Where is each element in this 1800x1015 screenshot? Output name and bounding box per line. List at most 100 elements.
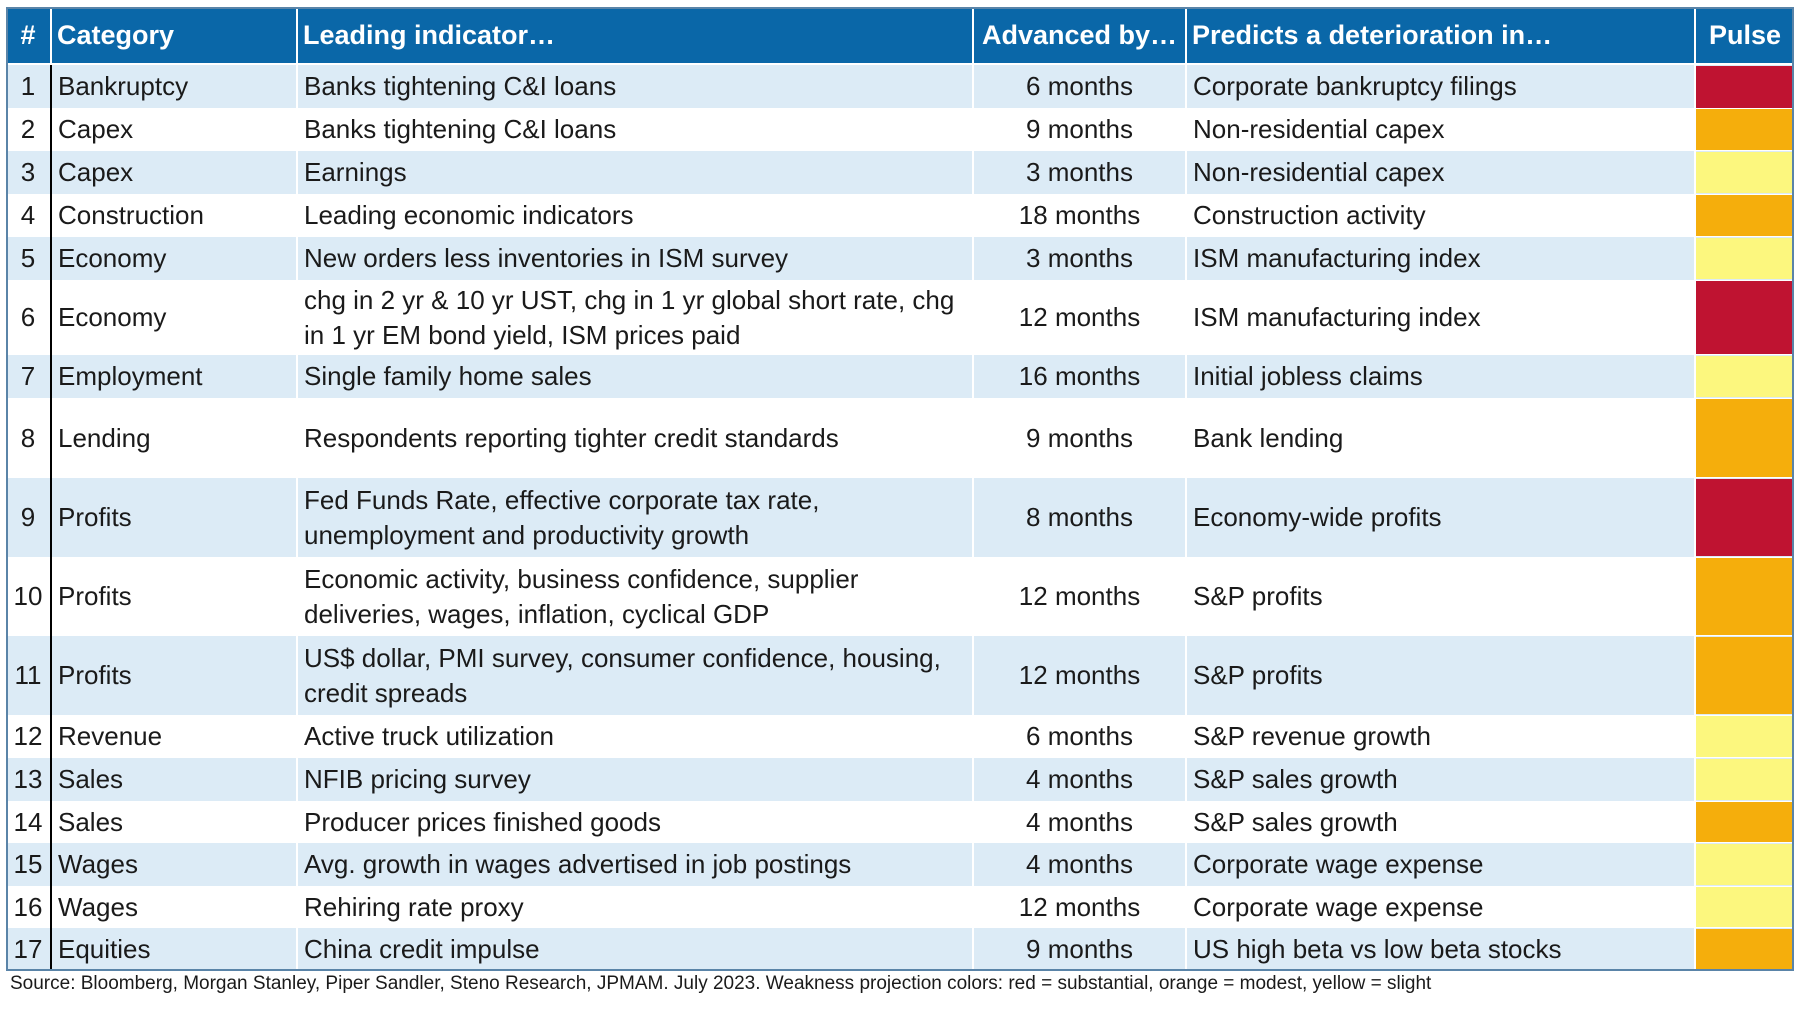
row-advanced-by: 3 months bbox=[972, 151, 1187, 194]
row-predicts: Bank lending bbox=[1185, 398, 1696, 478]
row-predicts: S&P sales growth bbox=[1185, 801, 1696, 843]
row-predicts: S&P profits bbox=[1185, 636, 1696, 715]
row-category: Economy bbox=[50, 280, 298, 355]
row-predicts: ISM manufacturing index bbox=[1185, 237, 1696, 280]
table-row: 17 Equities China credit impulse 9 months US… bbox=[6, 928, 1794, 971]
table-row: 16 Wages Rehiring rate proxy 12 months Corpo… bbox=[6, 886, 1794, 928]
table-row: 2 Capex Banks tightening C&I loans 9 months… bbox=[6, 108, 1794, 151]
row-number: 9 bbox=[6, 478, 52, 557]
header-advanced-by: Advanced by… bbox=[972, 7, 1187, 65]
row-leading-indicator: Leading economic indicators bbox=[296, 194, 974, 237]
row-advanced-by: 3 months bbox=[972, 237, 1187, 280]
table-row: 7 Employment Single family home sales 16 mo… bbox=[6, 355, 1794, 398]
row-category: Construction bbox=[50, 194, 298, 237]
pulse-swatch-orange bbox=[1696, 399, 1794, 477]
leading-indicators-table-container: # Category Leading indicator… Advanced b… bbox=[6, 7, 1794, 971]
pulse-swatch-yellow bbox=[1696, 716, 1794, 757]
pulse-swatch-orange bbox=[1696, 637, 1794, 714]
table-row: 8 Lending Respondents reporting tighter cr… bbox=[6, 398, 1794, 478]
row-leading-indicator: Avg. growth in wages advertised in job p… bbox=[296, 843, 974, 886]
row-predicts: Economy-wide profits bbox=[1185, 478, 1696, 557]
row-leading-indicator: China credit impulse bbox=[296, 928, 974, 971]
row-advanced-by: 9 months bbox=[972, 928, 1187, 971]
row-advanced-by: 9 months bbox=[972, 398, 1187, 478]
table-row: 5 Economy New orders less inventories in I… bbox=[6, 237, 1794, 280]
row-category: Profits bbox=[50, 636, 298, 715]
row-category: Lending bbox=[50, 398, 298, 478]
pulse-swatch-red bbox=[1696, 65, 1794, 108]
row-predicts: US high beta vs low beta stocks bbox=[1185, 928, 1696, 971]
pulse-swatch-yellow bbox=[1696, 887, 1794, 927]
table-row: 11 Profits US$ dollar, PMI survey, consume… bbox=[6, 636, 1794, 715]
pulse-swatch-orange bbox=[1696, 195, 1794, 236]
row-number: 15 bbox=[6, 843, 52, 886]
row-predicts: Corporate bankruptcy filings bbox=[1185, 64, 1696, 108]
row-pulse-cell bbox=[1694, 64, 1794, 108]
row-predicts: S&P revenue growth bbox=[1185, 715, 1696, 758]
row-predicts: S&P sales growth bbox=[1185, 758, 1696, 801]
row-pulse-cell bbox=[1694, 478, 1794, 557]
row-pulse-cell bbox=[1694, 355, 1794, 398]
row-pulse-cell bbox=[1694, 108, 1794, 151]
table-row: 4 Construction Leading economic indicators… bbox=[6, 194, 1794, 237]
table-row: 15 Wages Avg. growth in wages advertised i… bbox=[6, 843, 1794, 886]
table-row: 1 Bankruptcy Banks tightening C&I loans 6 m… bbox=[6, 64, 1794, 108]
source-note: Source: Bloomberg, Morgan Stanley, Piper… bbox=[10, 973, 1432, 994]
row-leading-indicator: Single family home sales bbox=[296, 355, 974, 398]
row-leading-indicator: Banks tightening C&I loans bbox=[296, 64, 974, 108]
table-row: 12 Revenue Active truck utilization 6 month… bbox=[6, 715, 1794, 758]
row-advanced-by: 8 months bbox=[972, 478, 1187, 557]
row-number: 13 bbox=[6, 758, 52, 801]
row-category: Sales bbox=[50, 801, 298, 843]
leading-indicators-table: # Category Leading indicator… Advanced b… bbox=[6, 7, 1794, 971]
row-pulse-cell bbox=[1694, 280, 1794, 355]
row-category: Revenue bbox=[50, 715, 298, 758]
table-body: 1 Bankruptcy Banks tightening C&I loans 6 m… bbox=[6, 64, 1794, 971]
row-number: 4 bbox=[6, 194, 52, 237]
row-leading-indicator: Active truck utilization bbox=[296, 715, 974, 758]
row-number: 6 bbox=[6, 280, 52, 355]
row-number: 11 bbox=[6, 636, 52, 715]
row-predicts: Corporate wage expense bbox=[1185, 886, 1696, 928]
pulse-swatch-orange bbox=[1696, 558, 1794, 635]
pulse-swatch-yellow bbox=[1696, 356, 1794, 397]
pulse-swatch-orange bbox=[1696, 802, 1794, 842]
row-category: Profits bbox=[50, 478, 298, 557]
row-pulse-cell bbox=[1694, 237, 1794, 280]
row-category: Equities bbox=[50, 928, 298, 971]
header-predicts: Predicts a deterioration in… bbox=[1185, 7, 1696, 65]
row-pulse-cell bbox=[1694, 636, 1794, 715]
row-leading-indicator: Earnings bbox=[296, 151, 974, 194]
row-pulse-cell bbox=[1694, 557, 1794, 636]
table-row: 6 Economy chg in 2 yr & 10 yr UST, chg in … bbox=[6, 280, 1794, 355]
row-leading-indicator: Rehiring rate proxy bbox=[296, 886, 974, 928]
row-number: 3 bbox=[6, 151, 52, 194]
header-category: Category bbox=[50, 7, 298, 65]
table-row: 14 Sales Producer prices finished goods 4 m… bbox=[6, 801, 1794, 843]
row-predicts: S&P profits bbox=[1185, 557, 1696, 636]
row-leading-indicator: Respondents reporting tighter credit sta… bbox=[296, 398, 974, 478]
row-pulse-cell bbox=[1694, 194, 1794, 237]
row-category: Economy bbox=[50, 237, 298, 280]
row-leading-indicator: New orders less inventories in ISM surve… bbox=[296, 237, 974, 280]
row-predicts: Non-residential capex bbox=[1185, 108, 1696, 151]
row-leading-indicator: Fed Funds Rate, effective corporate tax … bbox=[296, 478, 974, 557]
row-number: 2 bbox=[6, 108, 52, 151]
row-number: 14 bbox=[6, 801, 52, 843]
row-pulse-cell bbox=[1694, 758, 1794, 801]
table-row: 3 Capex Earnings 3 months Non-residential ca… bbox=[6, 151, 1794, 194]
pulse-swatch-red bbox=[1696, 281, 1794, 354]
row-advanced-by: 12 months bbox=[972, 557, 1187, 636]
row-category: Wages bbox=[50, 886, 298, 928]
row-predicts: Construction activity bbox=[1185, 194, 1696, 237]
row-leading-indicator: NFIB pricing survey bbox=[296, 758, 974, 801]
row-category: Capex bbox=[50, 108, 298, 151]
row-category: Sales bbox=[50, 758, 298, 801]
header-leading-indicator: Leading indicator… bbox=[296, 7, 974, 65]
table-header: # Category Leading indicator… Advanced b… bbox=[6, 7, 1794, 65]
row-pulse-cell bbox=[1694, 928, 1794, 971]
row-advanced-by: 16 months bbox=[972, 355, 1187, 398]
row-advanced-by: 4 months bbox=[972, 843, 1187, 886]
row-pulse-cell bbox=[1694, 843, 1794, 886]
row-category: Capex bbox=[50, 151, 298, 194]
